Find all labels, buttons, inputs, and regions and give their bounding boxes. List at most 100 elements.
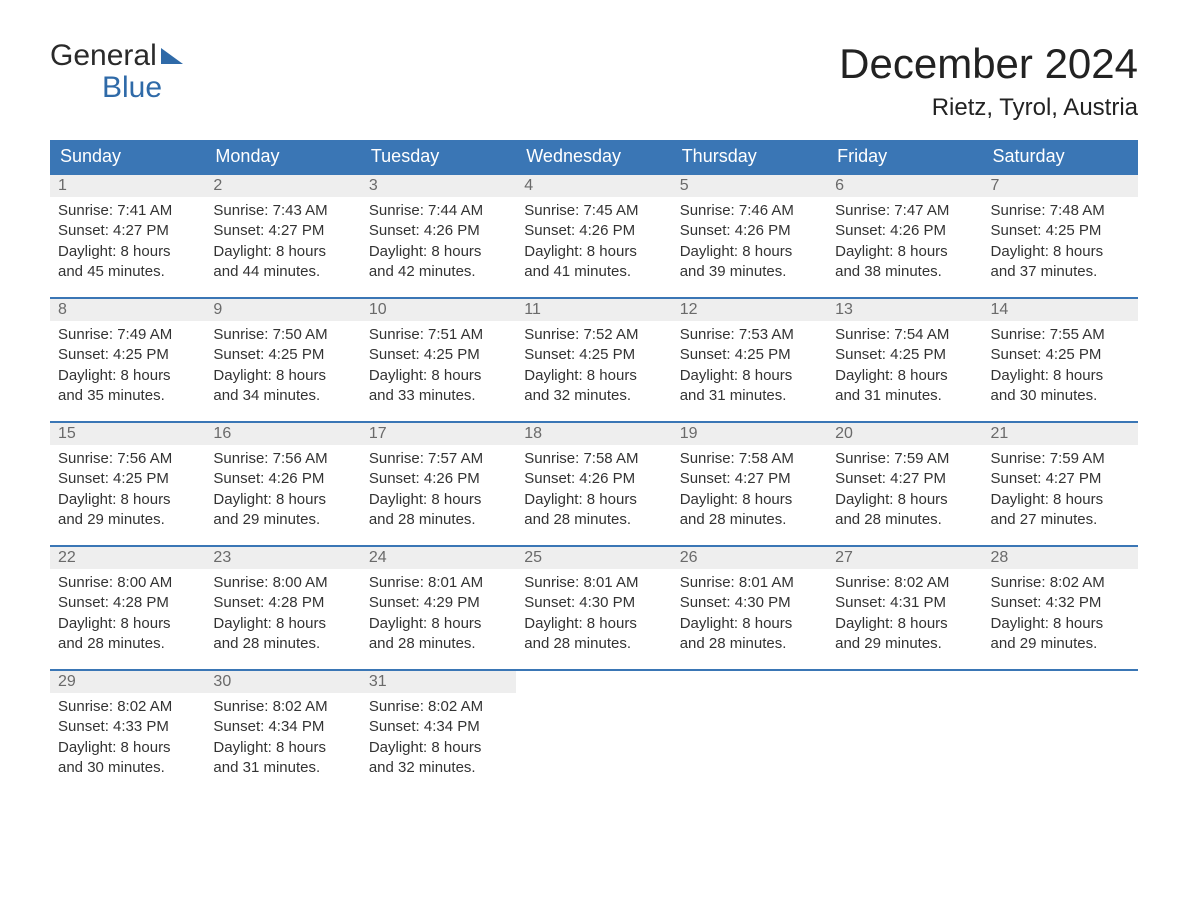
sunrise-text: Sunrise: 7:56 AM xyxy=(213,449,352,469)
sunrise-text: Sunrise: 8:01 AM xyxy=(369,573,508,593)
d1-text: Daylight: 8 hours xyxy=(991,242,1130,262)
day-number: 3 xyxy=(361,175,516,197)
sunset-text: Sunset: 4:25 PM xyxy=(58,345,197,365)
calendar-day-cell: 19Sunrise: 7:58 AMSunset: 4:27 PMDayligh… xyxy=(672,422,827,546)
sunrise-text: Sunrise: 8:01 AM xyxy=(680,573,819,593)
sunrise-text: Sunrise: 8:00 AM xyxy=(58,573,197,593)
sunrise-text: Sunrise: 7:54 AM xyxy=(835,325,974,345)
sunrise-text: Sunrise: 8:00 AM xyxy=(213,573,352,593)
day-details: Sunrise: 7:47 AMSunset: 4:26 PMDaylight:… xyxy=(827,197,982,292)
calendar-day-cell: 17Sunrise: 7:57 AMSunset: 4:26 PMDayligh… xyxy=(361,422,516,546)
d1-text: Daylight: 8 hours xyxy=(369,738,508,758)
weekday-header: Wednesday xyxy=(516,140,671,174)
sunset-text: Sunset: 4:28 PM xyxy=(213,593,352,613)
sunrise-text: Sunrise: 7:45 AM xyxy=(524,201,663,221)
day-details: Sunrise: 8:01 AMSunset: 4:29 PMDaylight:… xyxy=(361,569,516,664)
location-subtitle: Rietz, Tyrol, Austria xyxy=(839,94,1138,122)
d2-text: and 45 minutes. xyxy=(58,262,197,282)
day-number: 14 xyxy=(983,299,1138,321)
sunrise-text: Sunrise: 7:48 AM xyxy=(991,201,1130,221)
logo-text-bottom: Blue xyxy=(50,72,183,104)
d1-text: Daylight: 8 hours xyxy=(835,242,974,262)
calendar-day-cell: 30Sunrise: 8:02 AMSunset: 4:34 PMDayligh… xyxy=(205,670,360,794)
d2-text: and 28 minutes. xyxy=(680,510,819,530)
d1-text: Daylight: 8 hours xyxy=(58,614,197,634)
sunrise-text: Sunrise: 7:58 AM xyxy=(680,449,819,469)
sunset-text: Sunset: 4:34 PM xyxy=(369,717,508,737)
logo-text-top: General xyxy=(50,40,157,72)
d2-text: and 28 minutes. xyxy=(58,634,197,654)
sunset-text: Sunset: 4:25 PM xyxy=(991,221,1130,241)
sunset-text: Sunset: 4:32 PM xyxy=(991,593,1130,613)
weekday-header-row: Sunday Monday Tuesday Wednesday Thursday… xyxy=(50,140,1138,174)
day-number: 11 xyxy=(516,299,671,321)
sunset-text: Sunset: 4:31 PM xyxy=(835,593,974,613)
d2-text: and 32 minutes. xyxy=(369,758,508,778)
day-number: 31 xyxy=(361,671,516,693)
calendar-day-cell xyxy=(672,670,827,794)
day-details: Sunrise: 7:53 AMSunset: 4:25 PMDaylight:… xyxy=(672,321,827,416)
d2-text: and 29 minutes. xyxy=(213,510,352,530)
calendar-week-row: 8Sunrise: 7:49 AMSunset: 4:25 PMDaylight… xyxy=(50,298,1138,422)
d1-text: Daylight: 8 hours xyxy=(835,366,974,386)
day-details: Sunrise: 7:50 AMSunset: 4:25 PMDaylight:… xyxy=(205,321,360,416)
weekday-header: Friday xyxy=(827,140,982,174)
day-number: 15 xyxy=(50,423,205,445)
day-details: Sunrise: 7:59 AMSunset: 4:27 PMDaylight:… xyxy=(983,445,1138,540)
day-number: 23 xyxy=(205,547,360,569)
d1-text: Daylight: 8 hours xyxy=(991,366,1130,386)
day-number: 8 xyxy=(50,299,205,321)
d1-text: Daylight: 8 hours xyxy=(991,490,1130,510)
d2-text: and 30 minutes. xyxy=(58,758,197,778)
sunrise-text: Sunrise: 7:58 AM xyxy=(524,449,663,469)
sunrise-text: Sunrise: 7:41 AM xyxy=(58,201,197,221)
d1-text: Daylight: 8 hours xyxy=(680,490,819,510)
sunrise-text: Sunrise: 8:01 AM xyxy=(524,573,663,593)
d2-text: and 28 minutes. xyxy=(835,510,974,530)
day-details: Sunrise: 7:45 AMSunset: 4:26 PMDaylight:… xyxy=(516,197,671,292)
sunset-text: Sunset: 4:27 PM xyxy=(58,221,197,241)
d2-text: and 42 minutes. xyxy=(369,262,508,282)
calendar-day-cell: 5Sunrise: 7:46 AMSunset: 4:26 PMDaylight… xyxy=(672,174,827,298)
calendar-day-cell xyxy=(827,670,982,794)
d1-text: Daylight: 8 hours xyxy=(369,614,508,634)
calendar-week-row: 15Sunrise: 7:56 AMSunset: 4:25 PMDayligh… xyxy=(50,422,1138,546)
d2-text: and 35 minutes. xyxy=(58,386,197,406)
day-number: 25 xyxy=(516,547,671,569)
d1-text: Daylight: 8 hours xyxy=(524,614,663,634)
calendar-day-cell: 15Sunrise: 7:56 AMSunset: 4:25 PMDayligh… xyxy=(50,422,205,546)
day-number: 18 xyxy=(516,423,671,445)
d1-text: Daylight: 8 hours xyxy=(369,366,508,386)
month-title: December 2024 xyxy=(839,40,1138,88)
d1-text: Daylight: 8 hours xyxy=(524,242,663,262)
calendar-day-cell: 3Sunrise: 7:44 AMSunset: 4:26 PMDaylight… xyxy=(361,174,516,298)
day-number: 16 xyxy=(205,423,360,445)
sunrise-text: Sunrise: 7:53 AM xyxy=(680,325,819,345)
day-number: 7 xyxy=(983,175,1138,197)
d1-text: Daylight: 8 hours xyxy=(58,490,197,510)
day-details: Sunrise: 7:52 AMSunset: 4:25 PMDaylight:… xyxy=(516,321,671,416)
sunrise-text: Sunrise: 7:51 AM xyxy=(369,325,508,345)
day-details: Sunrise: 7:59 AMSunset: 4:27 PMDaylight:… xyxy=(827,445,982,540)
calendar-day-cell: 8Sunrise: 7:49 AMSunset: 4:25 PMDaylight… xyxy=(50,298,205,422)
day-details: Sunrise: 8:02 AMSunset: 4:34 PMDaylight:… xyxy=(361,693,516,788)
d2-text: and 31 minutes. xyxy=(680,386,819,406)
day-details: Sunrise: 7:58 AMSunset: 4:26 PMDaylight:… xyxy=(516,445,671,540)
day-details: Sunrise: 7:56 AMSunset: 4:26 PMDaylight:… xyxy=(205,445,360,540)
day-details: Sunrise: 7:58 AMSunset: 4:27 PMDaylight:… xyxy=(672,445,827,540)
day-number: 20 xyxy=(827,423,982,445)
day-details: Sunrise: 7:43 AMSunset: 4:27 PMDaylight:… xyxy=(205,197,360,292)
sunrise-text: Sunrise: 7:47 AM xyxy=(835,201,974,221)
d1-text: Daylight: 8 hours xyxy=(369,490,508,510)
sunset-text: Sunset: 4:26 PM xyxy=(369,469,508,489)
d2-text: and 29 minutes. xyxy=(835,634,974,654)
d2-text: and 33 minutes. xyxy=(369,386,508,406)
day-number: 19 xyxy=(672,423,827,445)
calendar-day-cell: 10Sunrise: 7:51 AMSunset: 4:25 PMDayligh… xyxy=(361,298,516,422)
d1-text: Daylight: 8 hours xyxy=(58,738,197,758)
sunrise-text: Sunrise: 7:43 AM xyxy=(213,201,352,221)
sunset-text: Sunset: 4:26 PM xyxy=(524,469,663,489)
day-details: Sunrise: 8:01 AMSunset: 4:30 PMDaylight:… xyxy=(516,569,671,664)
sunset-text: Sunset: 4:26 PM xyxy=(835,221,974,241)
day-details: Sunrise: 8:02 AMSunset: 4:32 PMDaylight:… xyxy=(983,569,1138,664)
